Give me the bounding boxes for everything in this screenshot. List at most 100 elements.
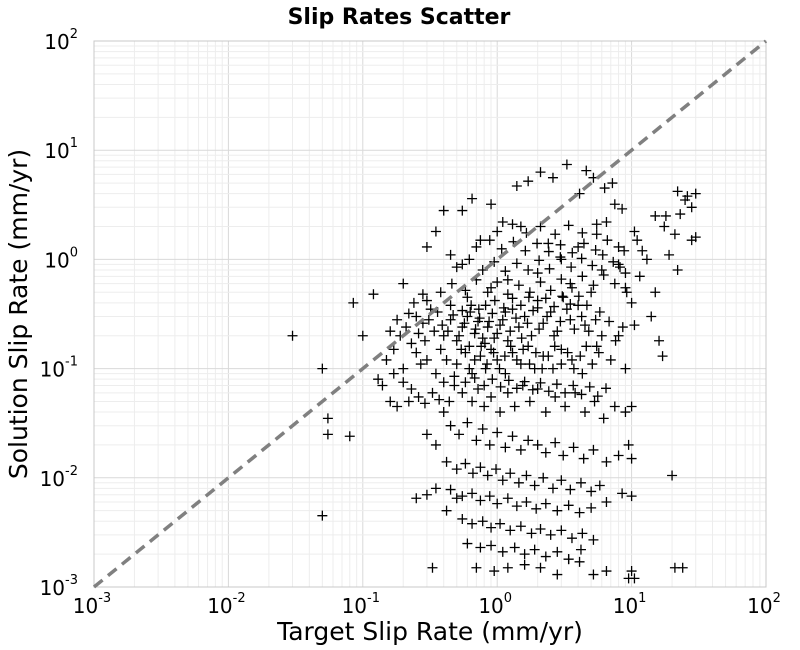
data-point bbox=[526, 330, 537, 341]
data-point bbox=[449, 371, 460, 382]
data-point bbox=[551, 379, 562, 390]
y-tick-label: 10-2 bbox=[40, 464, 78, 491]
data-point bbox=[456, 344, 467, 355]
data-point bbox=[560, 401, 571, 412]
data-point bbox=[620, 268, 631, 279]
data-point bbox=[556, 525, 567, 536]
data-point bbox=[392, 314, 403, 325]
plot-area-frame bbox=[93, 40, 767, 588]
data-point bbox=[489, 566, 500, 577]
x-tick-label: 102 bbox=[747, 591, 781, 618]
data-point bbox=[567, 247, 578, 258]
data-point bbox=[672, 264, 683, 275]
data-point bbox=[579, 320, 590, 331]
data-point bbox=[532, 268, 543, 279]
data-point bbox=[522, 318, 533, 329]
data-point bbox=[392, 401, 403, 412]
data-point bbox=[657, 351, 668, 362]
data-point bbox=[467, 488, 478, 499]
data-point bbox=[408, 297, 419, 308]
data-point bbox=[471, 435, 482, 446]
data-point bbox=[596, 264, 607, 275]
data-point bbox=[592, 391, 603, 402]
data-point bbox=[513, 322, 524, 333]
data-point bbox=[540, 498, 551, 509]
data-point bbox=[560, 387, 571, 398]
data-point bbox=[563, 554, 574, 565]
data-point bbox=[509, 542, 520, 553]
data-point bbox=[419, 335, 430, 346]
data-point bbox=[457, 387, 468, 398]
data-point bbox=[528, 305, 539, 316]
y-tick-label: 102 bbox=[44, 27, 78, 54]
data-point bbox=[511, 354, 522, 365]
data-point bbox=[438, 205, 449, 216]
data-point bbox=[566, 533, 577, 544]
data-point bbox=[486, 391, 497, 402]
data-point bbox=[617, 322, 628, 333]
data-point bbox=[547, 483, 558, 494]
data-point bbox=[629, 226, 640, 237]
data-point bbox=[543, 246, 554, 257]
data-point bbox=[577, 227, 588, 238]
data-point bbox=[381, 354, 392, 365]
data-point bbox=[437, 320, 448, 331]
data-point bbox=[421, 429, 432, 440]
data-point bbox=[594, 480, 605, 491]
data-point bbox=[690, 188, 701, 199]
data-point bbox=[654, 335, 665, 346]
data-point bbox=[427, 562, 438, 573]
data-point bbox=[547, 172, 558, 183]
data-point bbox=[540, 551, 551, 562]
data-point bbox=[388, 344, 399, 355]
data-point bbox=[479, 380, 490, 391]
data-point bbox=[581, 300, 592, 311]
data-point bbox=[575, 477, 586, 488]
data-point bbox=[549, 301, 560, 312]
data-point bbox=[451, 262, 462, 273]
data-point bbox=[451, 464, 462, 475]
data-point bbox=[626, 566, 637, 577]
data-point bbox=[556, 475, 567, 486]
data-point bbox=[357, 330, 368, 341]
data-point bbox=[578, 453, 589, 464]
data-point bbox=[601, 456, 612, 467]
data-point bbox=[505, 525, 516, 536]
data-point bbox=[457, 205, 468, 216]
data-point bbox=[568, 363, 579, 374]
data-point bbox=[467, 193, 478, 204]
data-point bbox=[586, 287, 597, 298]
one-to-one-reference-line bbox=[92, 39, 768, 589]
data-point bbox=[544, 263, 555, 274]
data-point bbox=[322, 429, 333, 440]
data-point bbox=[566, 354, 577, 365]
data-point bbox=[435, 287, 446, 298]
data-point bbox=[515, 221, 526, 232]
data-point bbox=[480, 363, 491, 374]
data-point bbox=[438, 377, 449, 388]
data-point bbox=[634, 271, 645, 282]
data-point bbox=[599, 183, 610, 194]
data-point bbox=[632, 235, 643, 246]
data-point bbox=[496, 243, 507, 254]
data-point bbox=[581, 165, 592, 176]
data-point bbox=[489, 256, 500, 267]
data-point bbox=[492, 354, 503, 365]
data-point bbox=[675, 209, 686, 220]
data-point bbox=[317, 363, 328, 374]
data-point bbox=[613, 259, 624, 270]
data-point bbox=[534, 324, 545, 335]
data-point bbox=[500, 442, 511, 453]
data-point bbox=[484, 235, 495, 246]
data-point bbox=[667, 470, 678, 481]
data-point bbox=[620, 363, 631, 374]
data-point bbox=[601, 497, 612, 508]
data-point bbox=[556, 274, 567, 285]
data-point bbox=[578, 238, 589, 249]
data-point bbox=[495, 518, 506, 529]
data-point bbox=[613, 241, 624, 252]
data-point bbox=[565, 314, 576, 325]
data-point bbox=[482, 470, 493, 481]
data-point bbox=[613, 450, 624, 461]
y-tick-label: 101 bbox=[44, 136, 78, 163]
